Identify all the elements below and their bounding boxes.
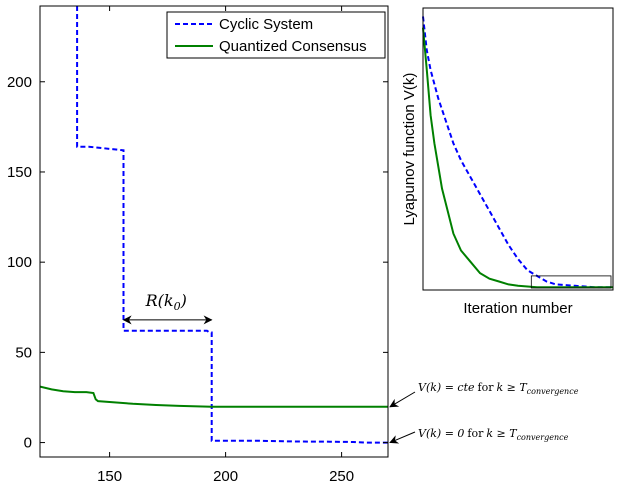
inset-plot-frame bbox=[422, 7, 614, 291]
main-series-line-0 bbox=[76, 6, 388, 444]
y-tick-label: 50 bbox=[15, 344, 32, 361]
zero-annotation-text: V(k) = 0 for k ≥ Tconvergence bbox=[418, 427, 569, 442]
zero-annotation-arrow bbox=[389, 431, 416, 444]
inset-y-axis-label: Lyapunov function V(k) bbox=[401, 73, 418, 226]
constant-annotation: V(k) = cte for k ≥ Tconvergence bbox=[389, 381, 579, 408]
inset-series-line-1 bbox=[422, 27, 613, 289]
inset-zoom-box bbox=[530, 275, 612, 289]
legend-label-cyclic: Cyclic System bbox=[219, 16, 313, 33]
y-tick-label: 0 bbox=[24, 435, 32, 452]
y-tick-label: 100 bbox=[7, 254, 32, 271]
main-y-axis-ticks: 0 50 100 150 200 bbox=[7, 74, 388, 452]
main-plot: 150 200 250 0 50 100 150 200 Cyclic System Qua… bbox=[7, 5, 579, 485]
y-tick-label: 200 bbox=[7, 74, 32, 91]
inset-series-line-0 bbox=[422, 16, 613, 289]
x-tick-label: 250 bbox=[329, 468, 354, 485]
constant-annotation-text: V(k) = cte for k ≥ Tconvergence bbox=[418, 381, 579, 396]
main-plot-frame bbox=[39, 5, 389, 458]
main-series-group bbox=[40, 6, 388, 444]
interval-annotation: R(k0) bbox=[122, 291, 213, 325]
legend-label-quantized: Quantized Consensus bbox=[219, 38, 367, 55]
legend: Cyclic System Quantized Consensus bbox=[166, 11, 386, 59]
x-tick-label: 200 bbox=[213, 468, 238, 485]
main-x-axis-ticks: 150 200 250 bbox=[97, 6, 354, 485]
x-tick-label: 150 bbox=[97, 468, 122, 485]
zero-annotation: V(k) = 0 for k ≥ Tconvergence bbox=[389, 427, 569, 444]
y-tick-label: 150 bbox=[7, 164, 32, 181]
inset-plot: Iteration number Lyapunov function V(k) bbox=[401, 7, 614, 317]
inset-series-group bbox=[422, 16, 613, 289]
main-series-line-1 bbox=[40, 385, 388, 408]
interval-label: R(k0) bbox=[145, 291, 187, 313]
inset-x-axis-label: Iteration number bbox=[463, 300, 572, 317]
constant-annotation-arrow bbox=[389, 391, 416, 408]
legend-box bbox=[166, 11, 386, 59]
